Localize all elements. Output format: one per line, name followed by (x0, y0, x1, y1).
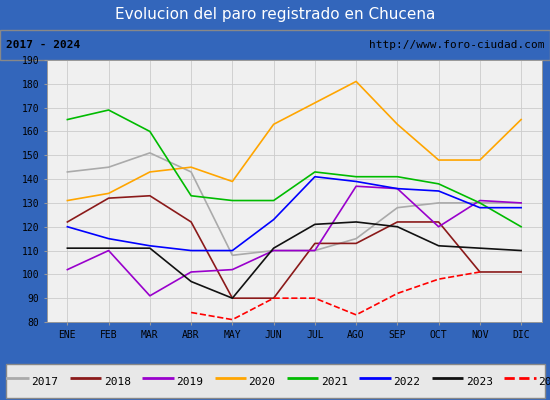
Text: 2023: 2023 (466, 377, 493, 387)
Text: 2017: 2017 (31, 377, 58, 387)
Text: 2018: 2018 (104, 377, 131, 387)
Text: 2024: 2024 (538, 377, 550, 387)
Text: 2021: 2021 (321, 377, 348, 387)
Text: 2019: 2019 (176, 377, 203, 387)
Text: 2022: 2022 (393, 377, 420, 387)
Text: Evolucion del paro registrado en Chucena: Evolucion del paro registrado en Chucena (115, 8, 435, 22)
Text: 2017 - 2024: 2017 - 2024 (6, 40, 80, 50)
Text: http://www.foro-ciudad.com: http://www.foro-ciudad.com (369, 40, 544, 50)
Text: 2020: 2020 (249, 377, 276, 387)
